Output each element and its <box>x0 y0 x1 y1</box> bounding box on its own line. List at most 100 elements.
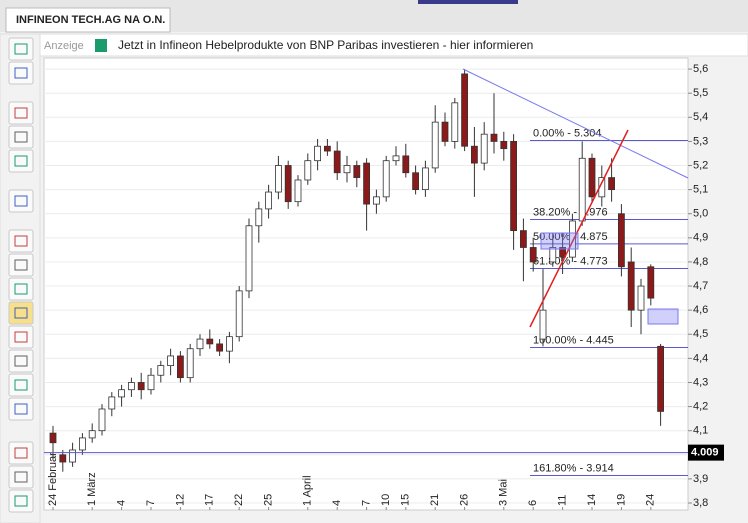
x-tick-label: 7 <box>361 500 373 506</box>
fib-label: 38.20% - 4.976 <box>533 206 608 218</box>
y-tick-label: 3,8 <box>693 497 708 509</box>
candle-body <box>520 230 527 248</box>
candle-body <box>490 133 498 142</box>
x-tick-label: 3 Mai <box>498 479 510 506</box>
tool-icon <box>14 331 28 343</box>
ad-text[interactable]: Jetzt in Infineon Hebelprodukte von BNP … <box>118 38 533 52</box>
candle-body <box>216 343 224 352</box>
tool-icon <box>14 43 28 55</box>
x-tick-label: 15 <box>400 494 412 506</box>
candle-body <box>569 220 576 258</box>
y-tick-label: 5,4 <box>693 111 708 123</box>
y-tick-label: 4,9 <box>693 232 708 244</box>
tool-button[interactable] <box>8 253 34 277</box>
candle-body <box>235 290 243 338</box>
tool-button[interactable] <box>8 189 34 213</box>
fib-label: 100.00% - 4.445 <box>533 334 614 346</box>
y-tick-label: 5,0 <box>693 208 708 220</box>
tool-button[interactable] <box>8 397 34 421</box>
tab[interactable] <box>5 7 171 33</box>
y-tick-label: 4,1 <box>693 425 708 437</box>
y-tick-label: 5,3 <box>693 135 708 147</box>
tab-strip <box>418 0 518 4</box>
tool-button[interactable] <box>8 101 34 125</box>
fib-label: 161.80% - 3.914 <box>533 462 614 474</box>
fib-label: 0.00% - 5.304 <box>533 127 602 139</box>
candle-body <box>480 133 488 164</box>
trend-line <box>529 129 629 328</box>
candle-body <box>559 247 566 258</box>
y-tick-label: 5,5 <box>693 87 708 99</box>
x-tick-label: 19 <box>615 494 627 506</box>
tool-button[interactable] <box>8 125 34 149</box>
x-tick-label: 24 <box>645 494 657 506</box>
tool-button[interactable] <box>8 373 34 397</box>
x-tick-label: 14 <box>586 494 598 506</box>
tool-icon <box>14 495 28 507</box>
candle-body <box>186 348 194 379</box>
tool-button[interactable] <box>8 465 34 489</box>
candle-body <box>255 208 263 227</box>
candle-body <box>265 191 273 210</box>
tool-button[interactable] <box>8 61 34 85</box>
candle-body <box>451 102 459 142</box>
candle-body <box>657 345 664 412</box>
candle-body <box>304 160 312 181</box>
tool-button[interactable] <box>8 441 34 465</box>
candle-body <box>578 157 586 222</box>
x-tick-label: 17 <box>204 494 216 506</box>
tool-icon <box>14 259 28 271</box>
trend-line <box>462 68 689 179</box>
x-tick-label: 6 <box>527 500 539 506</box>
tool-button[interactable] <box>8 277 34 301</box>
tool-button[interactable] <box>8 349 34 373</box>
tool-button[interactable] <box>8 325 34 349</box>
candle-body <box>206 338 214 345</box>
y-tick-label: 4,2 <box>693 400 708 412</box>
candle-body <box>353 165 361 178</box>
tool-button[interactable] <box>8 229 34 253</box>
candle-body <box>372 196 380 205</box>
candle-body <box>176 355 184 379</box>
candle-body <box>196 338 204 350</box>
candle-body <box>284 165 292 203</box>
candle-body <box>79 437 86 451</box>
last-price-box <box>688 444 724 461</box>
candle-body <box>88 430 96 439</box>
candle-body <box>127 382 135 391</box>
x-tick-label: 1 März <box>86 472 98 506</box>
tool-button[interactable] <box>8 149 34 173</box>
candle-body <box>627 261 635 311</box>
candle-body <box>618 213 625 268</box>
tool-icon <box>14 235 28 247</box>
candle-body <box>529 247 537 263</box>
candle-body <box>647 266 655 299</box>
candle-body <box>137 382 145 391</box>
tool-button[interactable] <box>8 489 34 513</box>
tool-icon <box>14 307 28 319</box>
candle-body <box>363 162 371 205</box>
tool-icon <box>14 379 28 391</box>
candle-body <box>510 141 518 232</box>
candle-body <box>588 157 596 198</box>
tool-icon <box>14 471 28 483</box>
plot-area <box>43 57 689 511</box>
x-tick-label: 22 <box>233 494 245 506</box>
candle-body <box>167 355 175 367</box>
candle-body <box>323 145 331 152</box>
tool-button[interactable] <box>8 301 34 325</box>
candle-body <box>392 155 400 162</box>
tool-button[interactable] <box>8 37 34 61</box>
candle-body <box>431 121 439 169</box>
candle-body <box>157 365 165 376</box>
tool-icon <box>14 67 28 79</box>
y-tick-label: 5,2 <box>693 159 708 171</box>
candle-body <box>333 150 341 174</box>
y-tick-label: 3,9 <box>693 473 708 485</box>
tool-icon <box>14 447 28 459</box>
highlight-box <box>647 308 679 325</box>
x-tick-label: 21 <box>429 494 441 506</box>
y-tick-label: 4,6 <box>693 304 708 316</box>
candle-body <box>549 247 557 263</box>
